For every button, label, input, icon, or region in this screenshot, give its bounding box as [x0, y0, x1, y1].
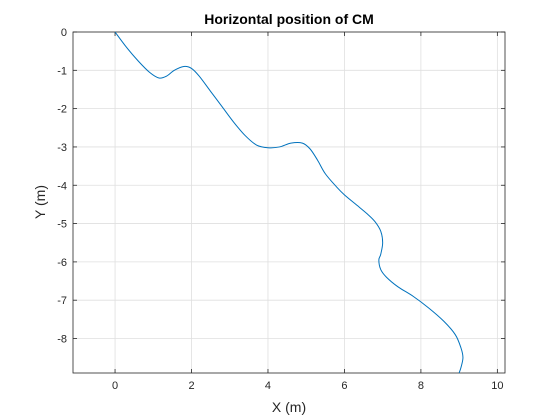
y-tick-label: -3: [57, 142, 67, 154]
chart-title: Horizontal position of CM: [204, 11, 374, 27]
ticks: 0 2 4 6 8 10 0 -1 -2 -3 -4 -5 -6 -7 -8: [57, 27, 505, 392]
y-tick-label: -7: [57, 295, 67, 307]
x-axis-label: X (m): [272, 399, 306, 415]
series-group: [114, 31, 464, 374]
y-axis-label: Y (m): [32, 185, 48, 219]
x-tick-label: 10: [491, 380, 503, 392]
series-line-0: [114, 31, 464, 374]
y-tick-label: -6: [57, 257, 67, 269]
y-tick-label: -2: [57, 104, 67, 116]
y-tick-label: -1: [57, 65, 67, 77]
y-tick-label: -4: [57, 180, 67, 192]
x-tick-label: 4: [265, 380, 271, 392]
y-tick-label: -8: [57, 334, 67, 346]
x-tick-label: 0: [112, 380, 118, 392]
x-tick-label: 2: [188, 380, 194, 392]
x-tick-label: 8: [418, 380, 424, 392]
grid: [73, 31, 505, 373]
y-tick-label: 0: [61, 27, 67, 39]
x-tick-label: 6: [341, 380, 347, 392]
y-tick-label: -5: [57, 219, 67, 231]
axes-box: [72, 31, 506, 374]
